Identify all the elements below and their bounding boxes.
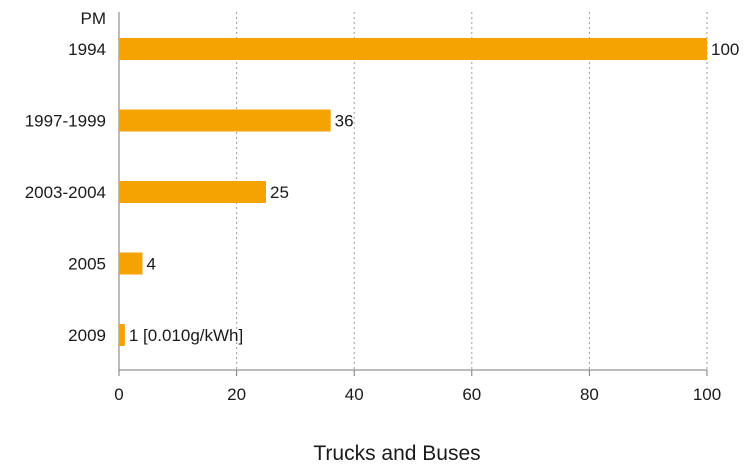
x-tick-label: 0 — [114, 385, 123, 404]
x-tick-label: 100 — [693, 385, 721, 404]
data-label: 1 [0.010g/kWh] — [129, 326, 243, 345]
grid-lines — [236, 12, 708, 370]
x-axis-label: Trucks and Buses — [313, 442, 480, 465]
bar — [119, 109, 331, 132]
bar — [119, 324, 125, 346]
category-label: 1994 — [68, 40, 106, 59]
data-label: 36 — [335, 112, 354, 131]
data-label: 4 — [147, 255, 156, 274]
bar — [119, 38, 707, 60]
bar — [119, 252, 143, 275]
category-label: 2009 — [68, 326, 106, 345]
bars — [119, 38, 707, 346]
bar — [119, 181, 266, 203]
category-label: 1997-1999 — [25, 112, 106, 131]
data-label: 100 — [711, 40, 739, 59]
data-labels: 100 36 25 4 1 [0.010g/kWh] — [129, 40, 739, 345]
x-tick-labels: 0 20 40 60 80 100 — [114, 370, 721, 404]
x-tick-label: 80 — [580, 385, 599, 404]
panel-label: PM — [81, 9, 107, 28]
category-label: 2005 — [68, 255, 106, 274]
x-tick-label: 60 — [462, 385, 481, 404]
data-label: 25 — [270, 183, 289, 202]
x-tick-label: 40 — [345, 385, 364, 404]
x-tick-label: 20 — [227, 385, 246, 404]
category-label: 2003-2004 — [25, 183, 106, 202]
category-labels: 1994 1997-1999 2003-2004 2005 2009 — [25, 40, 106, 345]
